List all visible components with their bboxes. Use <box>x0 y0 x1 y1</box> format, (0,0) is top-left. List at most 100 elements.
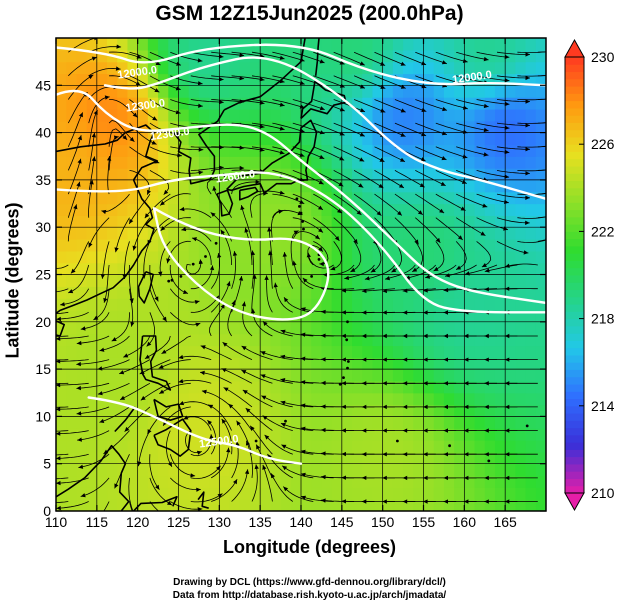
field-cell <box>454 73 465 86</box>
streamline <box>236 420 253 455</box>
field-cell <box>117 156 129 169</box>
field-cell <box>443 428 455 441</box>
streamline <box>178 355 212 360</box>
field-cell <box>117 404 129 417</box>
field-cell <box>392 357 404 370</box>
streamline-arrow <box>361 357 367 362</box>
field-cell <box>107 144 118 157</box>
streamline-arrow <box>321 498 326 503</box>
field-cell <box>249 380 261 394</box>
streamline-arrow <box>183 415 189 420</box>
coastline-taiwan <box>137 270 154 304</box>
field-cell <box>494 61 506 75</box>
field-cell <box>454 108 465 122</box>
field-cell <box>382 73 394 86</box>
field-cell <box>301 428 312 441</box>
island-ryukyu <box>204 255 207 258</box>
island-marianas <box>347 360 350 363</box>
field-cell <box>198 286 210 299</box>
field-cell <box>341 73 353 86</box>
field-cell <box>443 380 455 394</box>
field-cell <box>86 132 98 146</box>
field-cell <box>535 156 546 169</box>
field-cell <box>229 428 241 441</box>
streamline-arrow <box>161 349 167 354</box>
field-cell <box>117 132 129 146</box>
field-cell <box>372 345 384 358</box>
credit-drawing: Drawing by DCL (https://www.gfd-dennou.o… <box>173 577 446 588</box>
field-cell <box>86 451 98 465</box>
field-cell <box>433 416 445 429</box>
streamline <box>496 217 530 224</box>
field-cell <box>443 168 455 181</box>
coastline-korea <box>172 109 225 185</box>
streamline-arrow <box>155 61 161 65</box>
streamline <box>68 56 97 77</box>
streamline-arrow <box>504 54 510 60</box>
field-cell <box>76 357 88 370</box>
field-cell <box>535 487 546 500</box>
field-cell <box>209 298 220 311</box>
field-cell <box>249 239 261 252</box>
field-cell <box>147 250 159 264</box>
colorbar-segment <box>565 151 584 160</box>
field-cell <box>341 309 353 323</box>
field-cell <box>127 108 139 122</box>
streamline-arrow <box>280 354 286 359</box>
streamline <box>56 453 89 459</box>
field-cell <box>158 499 169 511</box>
field-cell <box>270 440 282 453</box>
field-cell <box>403 428 414 441</box>
field-cell <box>413 345 425 358</box>
field-cell <box>413 298 425 311</box>
field-cell <box>403 239 414 252</box>
field-cell <box>382 428 394 441</box>
field-cell <box>505 215 516 228</box>
field-cell <box>464 274 476 287</box>
field-cell <box>403 298 414 311</box>
colorbar-segment <box>565 296 584 305</box>
streamline-arrow <box>300 307 306 312</box>
field-cell <box>474 321 486 335</box>
field-cell <box>443 132 455 146</box>
streamline <box>517 239 546 243</box>
streamline-arrow <box>382 333 387 339</box>
field-cell <box>403 85 414 98</box>
streamline-arrow <box>77 158 82 164</box>
field-cell <box>209 309 220 323</box>
field-cell <box>535 85 546 98</box>
field-cell <box>423 120 435 134</box>
field-cell <box>362 38 374 51</box>
streamline-arrow <box>341 357 346 362</box>
field-cell <box>188 250 200 264</box>
streamline-arrow <box>414 239 419 245</box>
field-cell <box>76 428 88 441</box>
streamline <box>272 51 305 62</box>
streamline <box>101 193 130 213</box>
streamline-arrow <box>525 195 530 200</box>
streamline-arrow <box>260 374 266 379</box>
streamline <box>268 226 273 266</box>
field-cell <box>96 333 108 347</box>
streamline <box>292 170 324 185</box>
coastline-halmahera <box>197 491 209 509</box>
streamline <box>271 210 284 242</box>
field-cell <box>372 428 384 441</box>
field-cell <box>403 475 414 488</box>
field-cell <box>270 250 282 264</box>
field-cell <box>331 274 343 287</box>
streamline-arrow <box>353 239 358 244</box>
streamline-arrow <box>318 228 323 233</box>
colorbar-segment <box>565 384 584 392</box>
field-cell <box>413 380 425 394</box>
field-cell <box>525 250 537 264</box>
streamline-arrow <box>423 288 428 293</box>
field-cell <box>515 144 527 157</box>
field-cell <box>413 144 425 157</box>
field-cell <box>474 298 486 311</box>
coastlines <box>56 38 529 511</box>
field-cell <box>239 309 251 323</box>
streamline <box>537 98 546 100</box>
field-cell <box>331 262 343 276</box>
field-cell <box>341 298 353 311</box>
